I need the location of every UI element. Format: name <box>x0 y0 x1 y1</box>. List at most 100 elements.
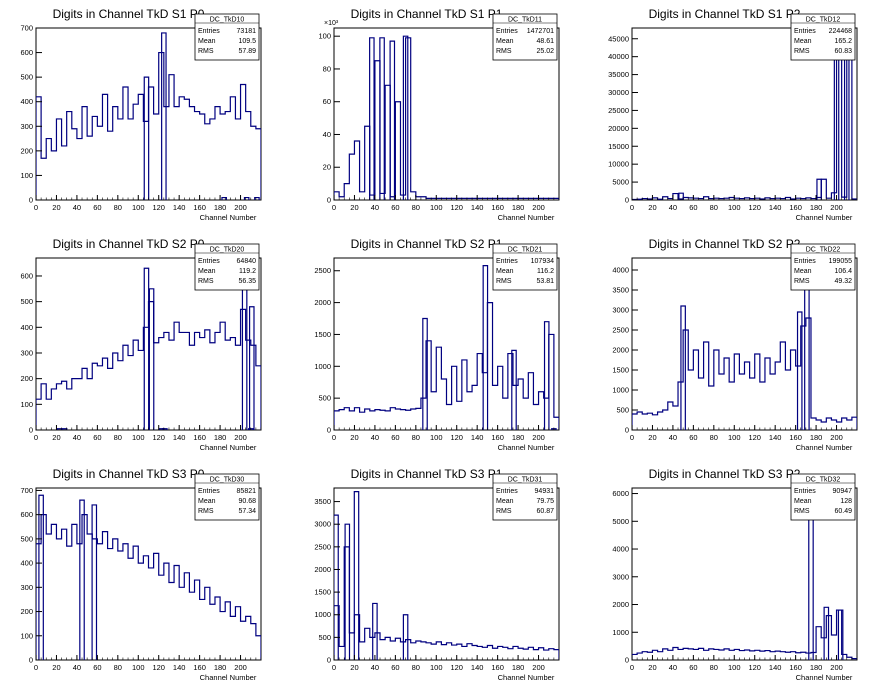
stats-value: 109.5 <box>238 38 256 45</box>
x-tick-label: 80 <box>710 203 718 212</box>
x-tick-label: 0 <box>34 433 38 442</box>
x-tick-label: 100 <box>430 203 443 212</box>
stats-frame <box>492 13 558 61</box>
stats-frame <box>790 473 856 521</box>
stats-key: Entries <box>794 258 816 265</box>
x-tick-label: 60 <box>93 433 101 442</box>
stats-frame <box>492 473 558 521</box>
stats-value: 128 <box>840 498 852 505</box>
y-tick-label: 0 <box>327 196 331 205</box>
x-tick-label: 40 <box>669 203 677 212</box>
x-tick-label: 120 <box>450 433 463 442</box>
histogram-line <box>36 514 261 660</box>
stats-name: DC_TkD22 <box>806 247 841 254</box>
x-tick-label: 20 <box>350 663 358 672</box>
y-tick-label: 200 <box>20 374 33 383</box>
histogram-panel: Digits in Channel TkD S2 P0 0 20 40 60 80 100 1… <box>20 237 262 452</box>
x-tick-label: 80 <box>412 203 420 212</box>
x-tick-label: 80 <box>114 203 122 212</box>
x-axis-label: Channel Number <box>796 213 853 222</box>
x-tick-label: 40 <box>371 203 379 212</box>
histogram-spike <box>143 76 150 200</box>
y-tick-label: 60 <box>323 97 331 106</box>
x-tick-label: 200 <box>830 203 843 212</box>
stats-value: 57.89 <box>238 48 256 55</box>
x-tick-label: 100 <box>132 663 145 672</box>
x-tick-label: 140 <box>769 663 782 672</box>
histogram-spike <box>221 196 227 200</box>
y-tick-label: 1500 <box>314 588 331 597</box>
x-tick-label: 140 <box>173 433 186 442</box>
histogram-line <box>632 317 857 430</box>
y-tick-label: 400 <box>20 97 33 106</box>
chart-title: Digits in Channel TkD S1 P0 <box>53 7 205 21</box>
stats-value: 199055 <box>829 258 852 265</box>
y-tick-label: 100 <box>318 32 331 41</box>
y-tick-label: 4000 <box>612 545 629 554</box>
stats-key: Entries <box>198 28 220 35</box>
x-axis-label: Channel Number <box>498 673 555 682</box>
y-tick-label: 5000 <box>612 178 629 187</box>
y-tick-label: 200 <box>20 607 33 616</box>
histogram-spike <box>148 288 155 430</box>
x-tick-label: 20 <box>648 663 656 672</box>
y-tick-label: 3000 <box>314 520 331 529</box>
histogram-line <box>632 609 857 660</box>
stats-value: 116.2 <box>537 268 554 275</box>
histogram-spike <box>543 321 550 430</box>
stats-box: DC_TkD11 Entries 1472701 Mean 48.61 RMS 25.02 <box>492 13 558 61</box>
y-tick-label: 400 <box>20 559 33 568</box>
y-tick-label: 20 <box>323 163 331 172</box>
y-tick-label: 4000 <box>612 266 629 275</box>
x-tick-label: 120 <box>450 663 463 672</box>
x-axis-label: Channel Number <box>200 673 257 682</box>
stats-key: Mean <box>496 498 514 505</box>
x-tick-label: 160 <box>491 433 504 442</box>
y-tick-label: 2500 <box>314 542 331 551</box>
y-tick-label: 35000 <box>608 70 629 79</box>
x-axis-label: Channel Number <box>200 443 257 452</box>
y-tick-label: 1000 <box>612 386 629 395</box>
stats-box: DC_TkD30 Entries 85821 Mean 90.68 RMS 57.34 <box>194 473 260 521</box>
y-tick-label: 0 <box>29 426 33 435</box>
y-tick-label: 45000 <box>608 34 629 43</box>
histogram-spike <box>248 306 255 430</box>
histogram-spike <box>482 265 489 430</box>
x-tick-label: 20 <box>52 433 60 442</box>
y-tick-label: 2500 <box>612 326 629 335</box>
chart-title: Digits in Channel TkD S3 P2 <box>649 467 801 481</box>
stats-key: Mean <box>496 268 514 275</box>
x-tick-label: 80 <box>114 663 122 672</box>
chart-title: Digits in Channel TkD S1 P2 <box>649 7 801 21</box>
x-tick-label: 180 <box>214 433 227 442</box>
stats-frame <box>194 473 260 521</box>
histogram-spike <box>402 35 409 200</box>
y-tick-label: 600 <box>20 48 33 57</box>
stats-key: Mean <box>794 498 812 505</box>
x-tick-label: 20 <box>648 433 656 442</box>
y-tick-label: 0 <box>625 426 629 435</box>
stats-value: 106.4 <box>834 268 852 275</box>
y-tick-label: 3000 <box>612 572 629 581</box>
y-tick-label: 80 <box>323 64 331 73</box>
stats-key: RMS <box>496 508 512 515</box>
x-tick-label: 160 <box>193 203 206 212</box>
y-tick-label: 100 <box>20 631 33 640</box>
stats-box: DC_TkD20 Entries 64840 Mean 119.2 RMS 56.35 <box>194 243 260 291</box>
x-tick-label: 0 <box>332 203 336 212</box>
x-tick-label: 0 <box>34 663 38 672</box>
x-tick-label: 0 <box>332 663 336 672</box>
x-tick-label: 120 <box>152 203 165 212</box>
histogram-panel: Digits in Channel TkD S1 P0 0 20 40 60 80 100 1… <box>20 7 262 222</box>
histogram-spike <box>804 265 810 430</box>
y-tick-label: 400 <box>20 323 33 332</box>
stats-value: 90947 <box>833 488 853 495</box>
stats-name: DC_TkD31 <box>508 477 543 484</box>
y-tick-label: 0 <box>625 656 629 665</box>
histogram-spike <box>379 37 385 200</box>
stats-frame <box>790 243 856 291</box>
x-tick-label: 100 <box>132 433 145 442</box>
stats-box: DC_TkD21 Entries 107934 Mean 116.2 RMS 53.81 <box>492 243 558 291</box>
x-axis-label: Channel Number <box>498 213 555 222</box>
y-tick-label: 15000 <box>608 142 629 151</box>
